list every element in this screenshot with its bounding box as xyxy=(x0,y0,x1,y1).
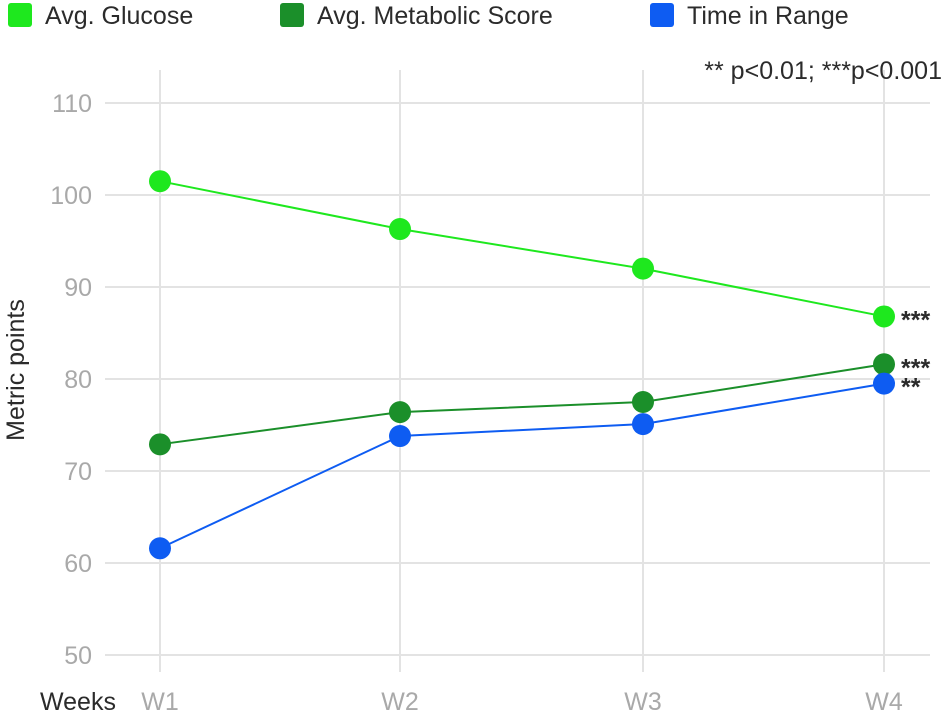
legend: Avg. Glucose Avg. Metabolic Score Time in … xyxy=(8,2,849,30)
data-point xyxy=(632,391,654,413)
significance-marker: ** xyxy=(901,374,921,402)
y-tick-label: 70 xyxy=(64,458,92,486)
x-tick-label: W3 xyxy=(624,688,662,716)
legend-item: Avg. Glucose xyxy=(8,2,193,30)
grid-layer xyxy=(105,70,930,672)
y-tick-label: 110 xyxy=(52,90,92,118)
legend-swatch xyxy=(8,3,32,27)
series-line xyxy=(159,363,885,446)
data-point xyxy=(149,170,171,193)
y-tick-label: 50 xyxy=(64,642,92,670)
significance-marker: *** xyxy=(901,354,930,382)
data-point xyxy=(389,218,411,241)
data-point xyxy=(873,353,895,376)
legend-label: Avg. Glucose xyxy=(45,2,193,30)
y-tick-labels: 50 60 70 80 90 100 110 xyxy=(50,90,92,670)
y-tick-label: 60 xyxy=(64,550,92,578)
data-point xyxy=(149,537,171,560)
data-point xyxy=(632,257,654,280)
legend-item: Avg. Metabolic Score xyxy=(280,2,553,30)
legend-item: Time in Range xyxy=(650,2,849,30)
data-point xyxy=(389,425,411,448)
data-point xyxy=(873,372,895,395)
data-point xyxy=(389,401,411,424)
series-layer: ******** xyxy=(149,170,930,560)
data-point xyxy=(149,433,171,456)
x-tick-label: W1 xyxy=(141,688,179,716)
x-tick-label: W2 xyxy=(381,688,419,716)
x-tick-labels: W1 W2 W3 W4 xyxy=(141,688,903,716)
x-axis-title: Weeks xyxy=(40,688,116,716)
data-point xyxy=(873,305,895,328)
legend-label: Time in Range xyxy=(687,2,849,30)
series: *** xyxy=(149,353,930,456)
y-axis-title: Metric points xyxy=(2,299,30,441)
series: ** xyxy=(149,372,921,560)
legend-swatch xyxy=(650,3,674,27)
data-point xyxy=(632,413,654,436)
series-line xyxy=(159,180,885,318)
y-tick-label: 90 xyxy=(64,274,92,302)
series-line xyxy=(159,382,885,550)
y-tick-label: 100 xyxy=(50,182,92,210)
y-tick-label: 80 xyxy=(64,366,92,394)
series: *** xyxy=(149,170,930,334)
significance-marker: *** xyxy=(901,306,930,334)
legend-label: Avg. Metabolic Score xyxy=(317,2,553,30)
x-tick-label: W4 xyxy=(865,688,903,716)
significance-note: ** p<0.01; ***p<0.001 xyxy=(704,57,942,85)
legend-swatch xyxy=(280,3,304,27)
